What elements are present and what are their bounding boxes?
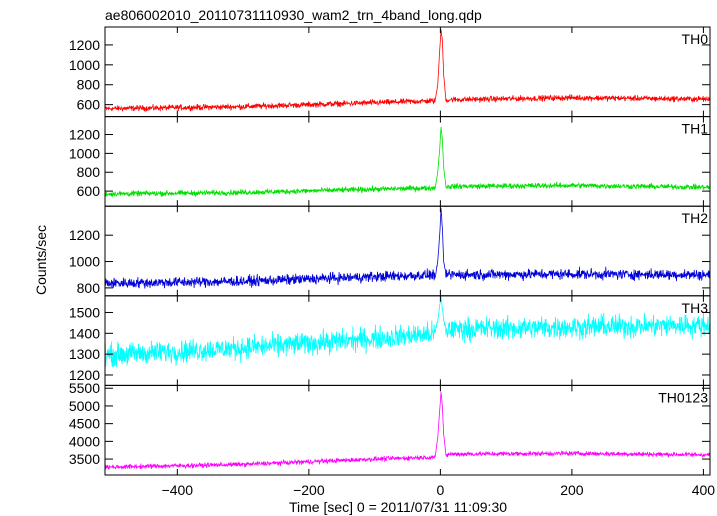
y-tick-label: 4000	[69, 433, 100, 449]
y-tick-label: 1000	[69, 145, 100, 161]
panel-label-th0123: TH0123	[658, 389, 708, 405]
y-tick-label: 1400	[69, 325, 100, 341]
x-tick-label: −200	[293, 482, 325, 498]
y-tick-label: 1000	[69, 57, 100, 73]
x-tick-label: −400	[162, 482, 194, 498]
x-tick-label: 200	[560, 482, 584, 498]
series-line-th0	[105, 29, 710, 113]
series-line-th1	[105, 126, 710, 198]
series-line-th2	[105, 208, 710, 289]
y-tick-label: 600	[77, 183, 101, 199]
panel-label-th2: TH2	[682, 210, 709, 226]
y-tick-label: 1000	[69, 254, 100, 270]
y-tick-label: 800	[77, 280, 101, 296]
y-tick-label: 1200	[69, 367, 100, 383]
y-tick-label: 800	[77, 77, 101, 93]
panel-frame	[104, 26, 711, 118]
series-line-th0123	[105, 392, 710, 470]
y-tick-label: 5000	[69, 398, 100, 414]
y-tick-label: 1200	[69, 127, 100, 143]
chart-title: ae806002010_20110731110930_wam2_trn_4ban…	[105, 7, 482, 23]
panel-frame	[104, 384, 711, 476]
y-tick-label: 1200	[69, 37, 100, 53]
y-tick-label: 4500	[69, 416, 100, 432]
panel-frame	[104, 295, 711, 386]
x-tick-label: 400	[692, 482, 716, 498]
y-tick-label: 800	[77, 164, 101, 180]
panels-group: 600 800 1000 1200 TH0 600 800 1000 1200 TH1 800 100…	[69, 26, 716, 498]
y-tick-label: 1500	[69, 304, 100, 320]
y-tick-label: 5500	[69, 380, 100, 396]
y-tick-label: 1200	[69, 227, 100, 243]
panel-label-th3: TH3	[682, 300, 709, 316]
y-tick-label: 3500	[69, 451, 100, 467]
x-axis-label: Time [sec] 0 = 2011/07/31 11:09:30	[289, 499, 507, 515]
y-tick-label: 600	[77, 97, 101, 113]
x-tick-label: 0	[436, 482, 444, 498]
y-axis-label: Counts/sec	[33, 225, 49, 295]
panel-label-th0: TH0	[682, 31, 709, 47]
series-line-th3	[105, 296, 710, 368]
y-tick-label: 1300	[69, 346, 100, 362]
panel-label-th1: TH1	[682, 121, 709, 137]
